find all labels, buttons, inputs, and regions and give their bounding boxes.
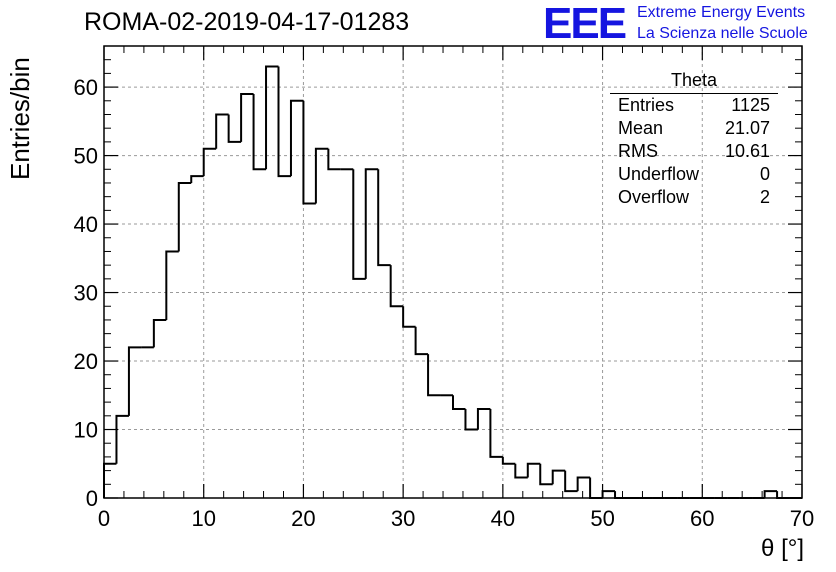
stats-value: 2 xyxy=(759,187,770,207)
x-tick-label: 70 xyxy=(790,506,814,531)
stats-value: 21.07 xyxy=(724,118,770,138)
y-tick-label: 20 xyxy=(74,349,98,374)
histogram-bin xyxy=(763,490,778,498)
histogram-bin xyxy=(776,491,790,499)
histogram-bin xyxy=(389,265,404,308)
histogram-bin xyxy=(576,476,591,492)
stats-value: 0 xyxy=(759,164,770,184)
y-tick-label: 60 xyxy=(74,75,98,100)
histogram-bin xyxy=(190,175,204,183)
histogram-bin xyxy=(589,477,603,499)
x-tick-label: 50 xyxy=(590,506,614,531)
histogram-bin xyxy=(402,306,416,328)
histogram-bin xyxy=(452,395,466,410)
histogram-bin xyxy=(115,414,129,464)
stats-label: Entries xyxy=(618,95,675,115)
histogram-bin xyxy=(352,169,366,280)
histogram-bin xyxy=(277,66,291,178)
stats-row-mean: Mean 21.07 xyxy=(610,117,778,140)
histogram-bin xyxy=(240,92,254,142)
chart-title: ROMA-02-2019-04-17-01283 xyxy=(84,8,410,36)
histogram-bin xyxy=(564,470,578,493)
x-tick-label: 60 xyxy=(690,506,714,531)
x-tick-label: 30 xyxy=(391,506,415,531)
stats-row-underflow: Underflow 0 xyxy=(610,163,778,186)
y-tick-label: 50 xyxy=(74,144,98,169)
stats-value: 1125 xyxy=(731,95,770,115)
histogram-bin xyxy=(551,469,566,485)
x-axis-label: θ [°] xyxy=(761,535,804,562)
x-tick-label: 20 xyxy=(291,506,315,531)
histogram-bin xyxy=(414,326,429,356)
stats-title: Theta xyxy=(610,70,778,94)
histogram-bin xyxy=(252,93,267,171)
x-tick-label: 40 xyxy=(491,506,515,531)
stats-label: Underflow xyxy=(618,164,700,184)
histogram-bin xyxy=(614,491,628,499)
histogram-bin xyxy=(265,65,279,170)
histogram-bin xyxy=(314,147,329,204)
histogram-bin xyxy=(464,408,478,431)
stats-label: Overflow xyxy=(618,187,690,207)
histogram-bin xyxy=(127,346,142,416)
histogram-bin xyxy=(165,250,179,320)
stats-row-rms: RMS 10.61 xyxy=(610,140,778,163)
histogram-bin xyxy=(539,463,553,486)
histogram-bin xyxy=(364,168,379,279)
y-axis-label: Entries/bin xyxy=(5,57,35,180)
logo-subtitle-2: La Scienza nelle Scuole xyxy=(637,25,808,42)
histogram-bin xyxy=(215,113,229,149)
y-tick-label: 40 xyxy=(74,212,98,237)
stats-row-entries: Entries 1125 xyxy=(610,94,778,117)
histogram-bin xyxy=(514,463,528,479)
histogram-bin xyxy=(476,407,491,430)
histogram-bin xyxy=(152,318,167,348)
histogram-bin xyxy=(302,100,316,205)
axis-ticks xyxy=(103,45,803,499)
histogram-bin xyxy=(177,181,192,252)
histogram-bin xyxy=(601,490,616,498)
stats-label: Mean xyxy=(618,118,664,138)
plot-frame xyxy=(103,45,803,499)
y-tick-label: 10 xyxy=(74,418,98,443)
y-tick-label: 30 xyxy=(74,281,98,306)
histogram-bin xyxy=(202,147,217,177)
eee-logo-mark: EEE xyxy=(543,0,627,48)
histogram-bin xyxy=(489,408,503,458)
histogram-bin xyxy=(227,114,242,143)
y-tick-label: 0 xyxy=(86,486,98,511)
histogram-bin xyxy=(377,169,391,267)
histogram-bin xyxy=(103,462,117,498)
x-tick-label: 0 xyxy=(98,506,110,531)
histogram-bin xyxy=(427,354,441,397)
grid-lines xyxy=(104,46,802,498)
stats-box: Theta Entries 1125 Mean 21.07 RMS 10.61 … xyxy=(610,70,778,209)
stats-row-overflow: Overflow 2 xyxy=(610,186,778,209)
stats-value: 10.61 xyxy=(724,141,770,161)
histogram-bin xyxy=(327,148,341,171)
stats-label: RMS xyxy=(618,141,658,161)
histogram-bin xyxy=(501,456,516,465)
histogram-bin xyxy=(289,99,304,177)
histogram-bin xyxy=(526,462,541,478)
x-tick-label: 10 xyxy=(191,506,215,531)
logo-subtitle-1: Extreme Energy Events xyxy=(637,4,806,21)
